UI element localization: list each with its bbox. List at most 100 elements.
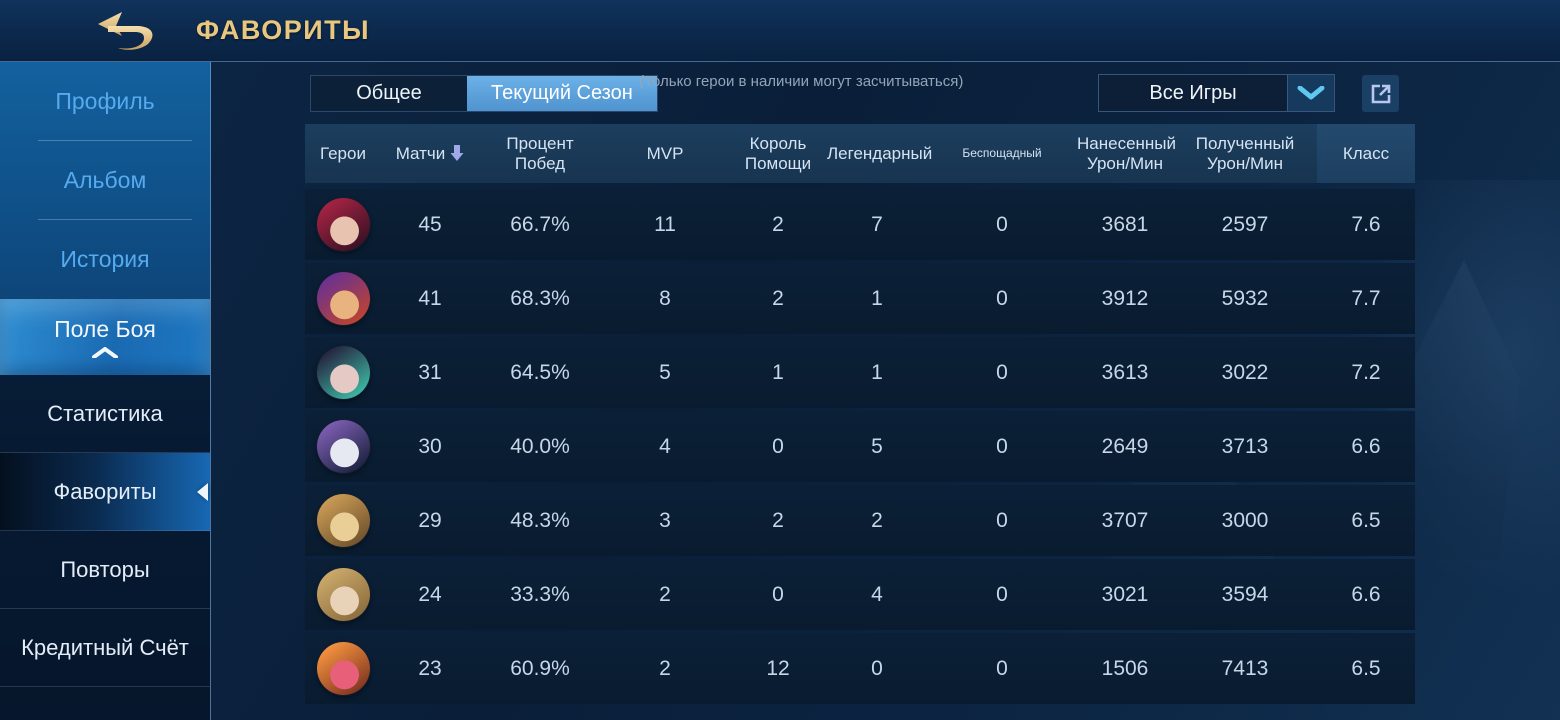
stat-cell: 5 [659, 360, 671, 384]
stat-cell: 3681 [1101, 212, 1149, 236]
stat-cell: 64.5% [510, 360, 570, 384]
sidebar-item[interactable]: Альбом [0, 141, 210, 220]
stat-cell: 7.2 [1351, 360, 1381, 384]
controls-bar: Общее Текущий Сезон (Только герои в нали… [211, 62, 1560, 124]
stat-cell: 0 [871, 656, 883, 680]
hero-2-avatar[interactable] [317, 272, 370, 325]
column-header: Процент Побед [479, 134, 601, 173]
stat-cell: 23 [418, 656, 442, 680]
stat-cell: 4 [871, 582, 883, 606]
sidebar-subitem-label: Повторы [60, 556, 150, 582]
stats-table: Герои Матчи Процент Побед MVP Король Помощи Л… [305, 124, 1415, 704]
hero-cell [305, 198, 381, 251]
tab-label: Текущий Сезон [491, 82, 633, 104]
tab-group: Общее Текущий Сезон [310, 75, 658, 112]
hero-cell [305, 568, 381, 621]
stat-cell: 3912 [1101, 286, 1149, 310]
column-header: Герои [305, 144, 381, 164]
table-row[interactable]: 23 60.9% 2 12 0 0 1506 7413 6.5 [305, 633, 1415, 704]
stat-cell: 5 [871, 434, 883, 458]
stat-cell: 6.5 [1351, 656, 1381, 680]
table-row[interactable]: 24 33.3% 2 0 4 0 3021 3594 6.6 [305, 559, 1415, 630]
column-header: Класс [1317, 124, 1415, 183]
column-header-label: Легендарный [827, 143, 933, 163]
sidebar-subitem[interactable]: Фавориты [0, 453, 210, 531]
stat-cell: 11 [654, 212, 676, 236]
table-row[interactable]: 45 66.7% 11 2 7 0 3681 2597 7.6 [305, 189, 1415, 260]
sidebar: Профиль Альбом История Поле Боя Статисти… [0, 62, 211, 720]
stat-cell: 2 [772, 508, 784, 532]
tab[interactable]: Текущий Сезон [467, 76, 657, 111]
sidebar-subitem-label: Статистика [47, 400, 163, 426]
stat-cell: 68.3% [510, 286, 570, 310]
sidebar-subitem[interactable]: Статистика [0, 375, 210, 453]
stat-cell: 0 [996, 656, 1008, 680]
sidebar-subitem-label: Фавориты [53, 478, 157, 504]
column-header: Нанесенный Урон/Мин [1077, 133, 1177, 173]
table-row[interactable]: 29 48.3% 3 2 2 0 3707 3000 6.5 [305, 485, 1415, 556]
sidebar-item-pole-boya[interactable]: Поле Боя [0, 299, 210, 375]
column-header: Беспощадный [927, 146, 1077, 161]
column-header: Полученный Урон/Мин [1173, 134, 1317, 173]
column-header[interactable]: Матчи [381, 144, 479, 164]
eligibility-note: (Только герои в наличии могут засчитыват… [639, 73, 964, 90]
hero-6-avatar[interactable] [317, 568, 370, 621]
stat-cell: 0 [996, 508, 1008, 532]
hero-1-avatar[interactable] [317, 198, 370, 251]
table-row[interactable]: 41 68.3% 8 2 1 0 3912 5932 7.7 [305, 263, 1415, 334]
stat-cell: 3021 [1101, 582, 1149, 606]
stat-cell: 2 [659, 656, 671, 680]
stat-cell: 6.6 [1351, 434, 1381, 458]
stat-cell: 60.9% [510, 656, 570, 680]
stat-cell: 1 [871, 286, 883, 310]
back-button[interactable] [88, 9, 168, 53]
sidebar-subitem-label: Кредитный Счёт [21, 634, 189, 660]
stat-cell: 5932 [1221, 286, 1269, 310]
hero-3-avatar[interactable] [317, 346, 370, 399]
sidebar-item[interactable]: История [0, 220, 210, 299]
tab[interactable]: Общее [311, 76, 467, 111]
tab-label: Общее [356, 82, 422, 104]
sidebar-item[interactable]: Профиль [0, 62, 210, 141]
stat-cell: 0 [772, 582, 784, 606]
sort-desc-arrow-icon [450, 145, 464, 162]
stat-cell: 12 [766, 656, 790, 680]
hero-cell [305, 420, 381, 473]
table-row[interactable]: 30 40.0% 4 0 5 0 2649 3713 6.6 [305, 411, 1415, 482]
table-row[interactable]: 31 64.5% 5 1 1 0 3613 3022 7.2 [305, 337, 1415, 408]
stat-cell: 0 [996, 360, 1008, 384]
top-bar: ФАВОРИТЫ [0, 0, 1560, 62]
page-title: ФАВОРИТЫ [196, 15, 371, 45]
sidebar-subitem[interactable]: Кредитный Счёт [0, 609, 210, 687]
stat-cell: 3 [659, 508, 671, 532]
sidebar-subitem[interactable]: Повторы [0, 531, 210, 609]
stat-cell: 3713 [1221, 434, 1269, 458]
stat-cell: 0 [772, 434, 784, 458]
column-header-label: Нанесенный Урон/Мин [1077, 133, 1177, 173]
stat-cell: 1506 [1101, 656, 1149, 680]
hero-cell [305, 494, 381, 547]
stat-cell: 2 [659, 582, 671, 606]
hero-7-avatar[interactable] [317, 642, 370, 695]
column-header: Король Помощи [729, 134, 827, 173]
stat-cell: 2649 [1101, 434, 1149, 458]
selected-marker-icon [197, 482, 208, 501]
stat-cell: 24 [418, 582, 442, 606]
stat-cell: 3707 [1101, 508, 1149, 532]
stat-cell: 30 [418, 434, 442, 458]
game-filter-dropdown[interactable]: Все Игры [1098, 74, 1335, 112]
hero-cell [305, 272, 381, 325]
stat-cell: 33.3% [510, 582, 570, 606]
column-header: MVP [601, 144, 729, 164]
hero-5-avatar[interactable] [317, 494, 370, 547]
stat-cell: 4 [659, 434, 671, 458]
stat-cell: 7413 [1221, 656, 1269, 680]
stat-cell: 0 [996, 212, 1008, 236]
hero-cell [305, 642, 381, 695]
hero-4-avatar[interactable] [317, 420, 370, 473]
dropdown-chevron-area[interactable] [1287, 75, 1334, 111]
stat-cell: 3000 [1221, 508, 1269, 532]
stat-cell: 3594 [1221, 582, 1269, 606]
share-button[interactable] [1362, 75, 1399, 112]
sidebar-item-label: История [60, 246, 150, 272]
